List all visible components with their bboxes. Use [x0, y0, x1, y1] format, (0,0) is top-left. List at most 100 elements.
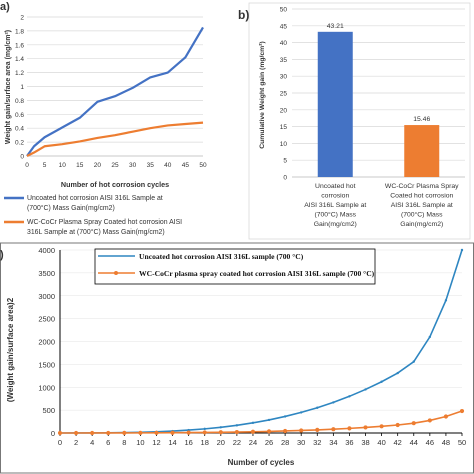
- panel-c-series-1-point: [428, 335, 432, 339]
- panel-a-x-tick-label: 5: [43, 162, 47, 169]
- panel-b-y-tick-label: 0: [283, 175, 287, 182]
- panel-c-series-1-point: [380, 380, 383, 383]
- panel-c-legend-box: [94, 248, 376, 285]
- panel-a-x-tick-label: 30: [129, 162, 137, 169]
- panel-c-series-1-point: [364, 388, 367, 391]
- panel-a-label: a): [0, 1, 10, 13]
- panel-c-series-line-2: [60, 410, 463, 434]
- panel-a-x-tick-label: 35: [147, 162, 155, 169]
- panel-a-legend-label-1: Uncoated hot corrosion AISI 316L Sample …: [27, 195, 163, 212]
- panel-c-x-tick-label: 50: [458, 438, 466, 447]
- panel-a-y-tick-label: 1.8: [15, 28, 24, 35]
- panel-b-y-tick-label: 5: [283, 158, 287, 165]
- panel-c-series-2-point: [347, 426, 352, 431]
- panel-c-x-tick-label: 26: [265, 438, 273, 447]
- panel-c-series-1-point: [283, 415, 287, 418]
- panel-c-x-tick-label: 16: [184, 438, 192, 447]
- panel-c-series-1-point: [460, 248, 464, 252]
- panel-b-y-tick-label: 40: [280, 40, 288, 47]
- panel-b-y-axis-title: Cumulative Weight gain (mg/cm²): [259, 41, 266, 149]
- panel-c-x-axis-title: Number of cycles: [228, 458, 295, 467]
- panel-c-series-1-point: [332, 401, 335, 404]
- panel-c-x-tick-label: 34: [329, 438, 337, 447]
- panel-b-y-tick-label: 20: [280, 107, 288, 114]
- panel-c-series-1-point: [444, 299, 448, 302]
- panel-a-x-tick-label: 25: [111, 162, 119, 169]
- panel-a-y-tick-label: 0.4: [15, 126, 24, 133]
- panel-c-x-tick-label: 4: [90, 438, 94, 447]
- panel-c-series-2-point: [443, 414, 449, 419]
- panel-b-data-label-2: 15.46: [413, 116, 430, 123]
- panel-c-series-1-point: [396, 371, 399, 375]
- panel-c-series-1-point: [203, 427, 206, 431]
- panel-c-series-1-point: [300, 411, 303, 414]
- panel-a-y-axis-title: Weight gain/surface area (mg/cm²): [5, 30, 12, 144]
- panel-c-series-2-point: [73, 430, 79, 436]
- panel-c-x-tick-label: 2: [74, 438, 78, 447]
- panel-c-x-tick-label: 38: [361, 438, 369, 447]
- panel-a-y-tick-label: 0: [20, 154, 24, 161]
- panel-c-x-tick-label: 18: [201, 438, 209, 447]
- panel-c-series-2-point: [331, 427, 336, 432]
- panel-c-y-axis-title: (Weight gain/surface area)2: [6, 297, 15, 402]
- panel-b-y-tick-label: 15: [280, 124, 288, 131]
- panel-a-x-tick-label: 20: [94, 162, 102, 169]
- panel-a-x-tick-label: 45: [182, 162, 190, 169]
- panel-c-series-2-point: [90, 430, 95, 436]
- panel-c-x-tick-label: 40: [377, 438, 385, 447]
- panel-c-series-2-point: [379, 424, 384, 429]
- panel-b-y-tick-label: 50: [280, 7, 288, 14]
- panel-c-legend-marker-2: [114, 271, 118, 275]
- panel-c-x-tick-label: 36: [345, 438, 353, 447]
- panel-c-series-2-point: [427, 418, 432, 423]
- panel-c-x-tick-label: 10: [136, 438, 144, 447]
- panel-c-x-tick-label: 20: [217, 438, 225, 447]
- panel-c-x-tick-label: 32: [313, 438, 321, 447]
- panel-c-series-2-point: [299, 428, 304, 433]
- panel-c-x-tick-label: 42: [394, 438, 402, 447]
- panel-c-series-2-point: [283, 428, 288, 434]
- panel-c-y-tick-label: 1500: [38, 360, 55, 369]
- panel-c-x-tick-label: 30: [297, 438, 305, 447]
- panel-c-series-2-point: [315, 427, 320, 432]
- panel-a-x-tick-label: 50: [199, 162, 207, 169]
- panel-b-data-label-1: 43.21: [327, 23, 344, 30]
- panel-b-label: b): [238, 8, 249, 22]
- panel-a-y-tick-label: 2: [20, 15, 24, 22]
- panel-a-y-tick-label: 0.2: [15, 140, 24, 147]
- panel-a-y-tick-label: 1.2: [15, 70, 24, 77]
- panel-c-legend-label-1: Uncoated hot corrosion AISI 316L sample …: [139, 252, 304, 261]
- panel-c-x-tick-label: 8: [122, 438, 126, 447]
- panel-b-y-tick-label: 35: [280, 57, 288, 64]
- panel-c-x-tick-label: 6: [106, 438, 110, 447]
- panel-a-y-tick-label: 0.8: [15, 98, 24, 105]
- panel-c-x-tick-label: 22: [233, 438, 241, 447]
- panel-c-series-2-point: [154, 430, 159, 435]
- panel-b-category-label-1: Uncoated hot corrosion AISI 316L Sample at…: [304, 183, 366, 228]
- panel-a-x-axis-title: Number of hot corrosion cycles: [61, 180, 169, 189]
- panel-c-y-tick-label: 2500: [38, 315, 55, 324]
- panel-c-series-2-point: [234, 429, 239, 435]
- panel-c-series-2-point: [202, 430, 207, 435]
- panel-a-x-tick-label: 0: [25, 162, 29, 169]
- panel-c-series-2-point: [250, 429, 256, 434]
- panel-c-x-tick-label: 24: [249, 438, 257, 447]
- panel-c-y-tick-label: 3500: [38, 269, 55, 278]
- panel-a-legend-label-2: WC-CoCr Plasma Spray Coated hot corrosio…: [27, 219, 182, 236]
- panel-c-y-tick-label: 1000: [38, 383, 55, 392]
- panel-c-x-tick-label: 0: [58, 438, 62, 447]
- panel-c-series-1-point: [251, 421, 255, 425]
- panel-c-legend-label-2: WC-CoCr plasma spray coated hot corrosio…: [139, 269, 375, 278]
- panel-a-y-tick-label: 1.4: [15, 56, 24, 63]
- panel-c-series-2-point: [218, 430, 223, 435]
- panel-b-y-tick-label: 45: [280, 23, 288, 30]
- panel-c-series-2-point: [459, 408, 465, 414]
- panel-c-label: ): [0, 249, 4, 261]
- panel-c-series-2-point: [122, 430, 127, 436]
- panel-c-y-tick-label: 0: [51, 429, 55, 438]
- panel-a-y-tick-label: 1.6: [15, 42, 24, 49]
- panel-c-series-2-point: [363, 425, 368, 430]
- panel-b-category-label-2: WC-CoCr Plasma Spray Coated hot corrosion…: [385, 183, 459, 228]
- panel-c-x-tick-label: 12: [152, 438, 160, 447]
